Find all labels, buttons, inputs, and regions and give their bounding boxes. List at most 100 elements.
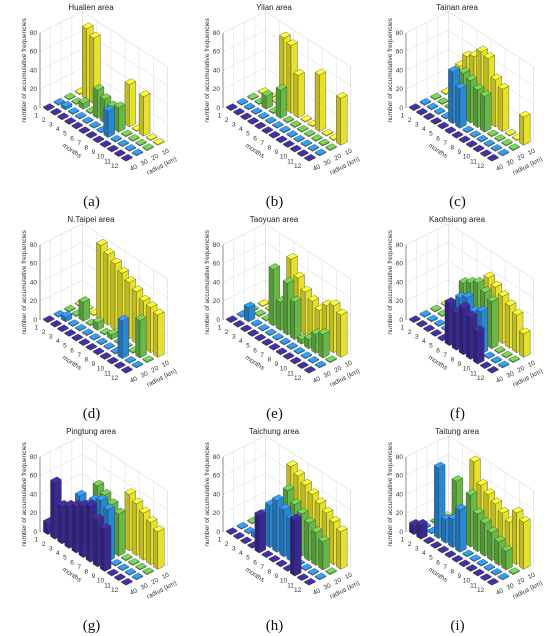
bar-face-top [487,129,499,137]
bar [257,299,270,308]
bar-face-front [78,299,84,322]
bar [483,139,496,148]
month-tick-label: 7 [260,140,264,147]
month-tick-label: 8 [84,357,88,364]
bar-face-top [152,308,165,316]
bar-face-top [279,337,291,345]
bar [300,351,313,360]
bar-face-top [293,69,305,76]
bar-face-top [257,111,270,119]
month-tick-label: 10 [280,366,288,373]
bar [304,153,316,162]
bar-face-front [512,509,517,566]
bar-face-top [64,92,76,100]
bar [472,568,485,577]
bar-face-top [247,117,259,124]
chart-title: Taichung area [249,427,300,436]
bar-face-top [145,516,158,523]
month-tick-label: 8 [267,357,271,364]
bar-face-front [153,528,158,570]
bar [265,116,277,125]
bar-face-top [458,301,471,309]
month-tick-label: 12 [111,587,119,594]
bar-face-top [423,112,435,120]
bar [82,116,94,125]
month-tick-label: 1 [35,324,39,331]
bar-face-top [335,525,348,533]
panel-caption: (a) [83,194,100,210]
bar-face-side [297,71,305,119]
bar-face-top [296,507,309,515]
bar [261,126,274,135]
bar-face-top [236,98,249,105]
bar-face-top [479,286,492,293]
bar-face-side [491,298,499,350]
bar-face-top [501,350,513,358]
bar-face-front [135,317,141,359]
chart-panel: 0 20 40 60 80 number of accumulative frequenc… [366,0,549,212]
month-tick-label: 8 [267,145,271,152]
bar-face-top [469,455,481,463]
z-axis-label: number of accumulative frequencies [204,17,211,122]
z-tick-label: 20 [213,298,221,305]
bar-face-top [476,479,488,486]
bar-face-front [64,503,70,549]
radius-tick-label: 40 [129,587,139,597]
z-tick-label: 20 [396,510,404,517]
bar-face-top [74,111,87,119]
month-tick-label: 12 [477,587,485,594]
chart-panel: 0 20 40 60 80 number of accumulative frequenc… [0,212,183,424]
z-tick-label: 20 [396,298,404,305]
bar [152,525,165,570]
bar-face-top [451,130,464,138]
bar [142,355,154,364]
bar-face-top [145,133,158,141]
bar [423,324,435,333]
bar [226,527,238,536]
bar [444,126,457,135]
bar [497,82,510,132]
bar-face-side [340,528,348,570]
bar-face-top [272,494,284,501]
bar [85,130,98,139]
bar [89,333,101,341]
month-tick-label: 12 [477,375,485,382]
bar-face-top [250,107,263,114]
bar-face-top [497,82,510,90]
month-tick-label: 8 [267,569,271,576]
bar-face-top [311,134,323,141]
bar-face-top [74,489,87,497]
bar [304,365,316,374]
bar-face-front [265,502,270,549]
bar-face-top [490,280,503,288]
month-tick-label: 10 [97,366,105,373]
month-tick-label: 7 [443,140,447,147]
bar-face-top [282,115,295,123]
bar [497,360,510,369]
bar-face-top [142,355,154,363]
bar-face-top [57,324,69,332]
bar [518,110,531,146]
bar-face-front [304,520,309,562]
bar-face-top [85,130,98,138]
month-tick-label: 9 [92,361,96,368]
bar-face-top [508,143,520,151]
bar-face-side [523,330,531,358]
bar [89,121,101,129]
bar [325,567,337,576]
bar [240,324,252,333]
bar-face-top [409,315,421,323]
bar-face-top [508,355,520,363]
z-tick-label: 60 [213,473,221,480]
bar-face-top [78,97,91,104]
bar-face-top [296,124,309,132]
month-tick-label: 11 [470,158,477,165]
bar [67,319,80,327]
bar [96,337,108,346]
bar-face-front [92,87,98,119]
bar [92,135,105,144]
bar-face-top [289,498,302,505]
bar-face-top [145,301,158,308]
month-tick-label: 5 [429,343,433,350]
